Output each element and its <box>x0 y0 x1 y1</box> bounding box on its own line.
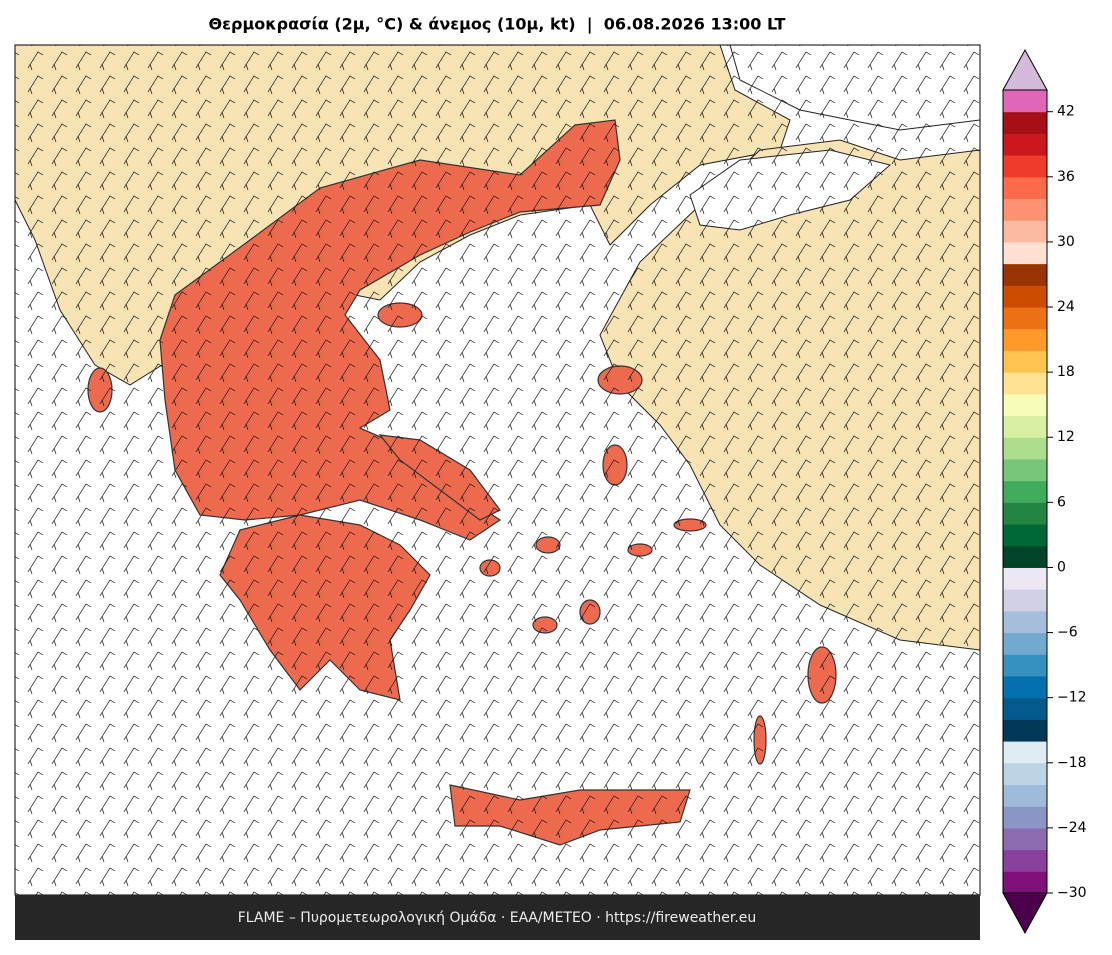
colorbar-over <box>1002 48 1048 91</box>
colorbar-bin <box>1003 111 1047 134</box>
tick-label: −6 <box>1057 625 1078 641</box>
colorbar-bin <box>1003 806 1047 829</box>
colorbar-bin <box>1003 632 1047 655</box>
tick-label: −18 <box>1057 755 1087 771</box>
colorbar-bin <box>1003 307 1047 330</box>
colorbar-bin <box>1003 741 1047 764</box>
tick-label: 24 <box>1057 299 1075 315</box>
tick-label: −12 <box>1057 690 1087 706</box>
colorbar-bin <box>1003 762 1047 785</box>
tick-label: 30 <box>1057 234 1075 250</box>
map <box>15 45 980 895</box>
colorbar-bin <box>1003 198 1047 221</box>
colorbar-bin <box>1003 567 1047 590</box>
colorbar-bin <box>1003 393 1047 417</box>
tick-label: 42 <box>1057 104 1075 120</box>
colorbar-frame <box>1002 89 1048 894</box>
colorbar-bin <box>1003 437 1047 460</box>
wind-barbs <box>15 45 980 895</box>
tick-label: 0 <box>1057 559 1066 575</box>
colorbar-bin <box>1003 784 1047 807</box>
colorbar-bin <box>1003 480 1047 503</box>
colorbar-bin <box>1003 133 1047 156</box>
colorbar-under <box>1002 892 1048 935</box>
colorbar-bin <box>1003 415 1047 438</box>
colorbar-bin <box>1003 220 1047 243</box>
colorbar-bin <box>1003 90 1047 113</box>
colorbar: −30 −24 −18 −12 −6 0 6 12 18 24 30 36 42 <box>1002 48 1087 935</box>
footer: FLAME – Πυρομετεωρολογική Ομάδα · ΕΑΑ/ME… <box>238 910 757 926</box>
colorbar-bin <box>1003 719 1047 742</box>
colorbar-bin <box>1003 654 1047 677</box>
colorbar-bin <box>1003 372 1047 395</box>
colorbar-bin <box>1003 849 1047 872</box>
colorbar-bin <box>1003 545 1047 568</box>
colorbar-bin <box>1003 675 1047 699</box>
colorbar-bin <box>1003 458 1047 482</box>
colorbar-bin <box>1003 827 1047 851</box>
tick-label: 36 <box>1057 169 1075 185</box>
colorbar-bin <box>1003 610 1047 634</box>
colorbar-bin <box>1003 589 1047 612</box>
colorbar-bin <box>1003 502 1047 525</box>
colorbar-bin <box>1003 285 1047 308</box>
colorbar-bin <box>1003 328 1047 351</box>
tick-label: −30 <box>1057 885 1087 901</box>
colorbar-bin <box>1003 263 1047 286</box>
footer-band <box>15 895 980 940</box>
colorbar-bin <box>1003 524 1047 547</box>
tick-label: 6 <box>1057 494 1066 510</box>
tick-label: −24 <box>1057 820 1087 836</box>
colorbar-bin <box>1003 241 1047 265</box>
colorbar-bin <box>1003 176 1047 200</box>
colorbar-bin <box>1003 155 1047 178</box>
colorbar-bin <box>1003 697 1047 720</box>
tick-label: 18 <box>1057 364 1075 380</box>
colorbar-bin <box>1003 871 1047 894</box>
tick-label: 12 <box>1057 429 1075 445</box>
colorbar-bin <box>1003 350 1047 373</box>
title: Θερμοκρασία (2μ, °C) & άνεμος (10μ, kt) … <box>209 15 786 35</box>
